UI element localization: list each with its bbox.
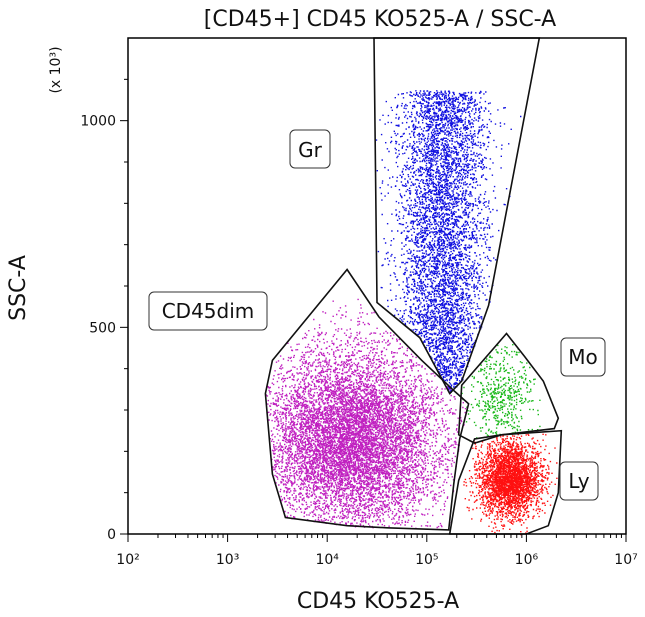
gate-ly[interactable] <box>448 429 563 535</box>
gate-label-cd45dim[interactable]: CD45dim <box>148 291 268 331</box>
y-axis-label: SSC-A <box>6 255 31 321</box>
gate-mo[interactable] <box>457 332 560 444</box>
x-tick-label: 10⁴ <box>315 552 339 568</box>
gate-label-text: Gr <box>298 138 322 162</box>
x-tick-label: 10² <box>116 552 139 568</box>
gate-gr[interactable] <box>373 37 541 395</box>
y-multiplier-label: (x 10³) <box>48 46 64 93</box>
gate-cd45dim[interactable] <box>264 268 470 531</box>
gate-label-box <box>148 291 268 331</box>
gate-label-text: Ly <box>568 469 589 493</box>
gate-label-mo[interactable]: Mo <box>560 337 606 377</box>
points-ly <box>463 433 558 536</box>
data-points <box>265 90 558 536</box>
axis-ticks: 10² 10³ 10⁴ 10⁵ 10⁶ 10⁷ 0 500 1000 <box>80 78 638 568</box>
x-axis-label: CD45 KO525-A <box>297 589 459 614</box>
y-tick-label: 500 <box>89 320 116 336</box>
gate-label-text: CD45dim <box>162 299 255 323</box>
gate-label-text: Mo <box>568 345 598 369</box>
gate-label-ly[interactable]: Ly <box>559 461 599 501</box>
gate-label-box <box>289 129 331 169</box>
chart-title: [CD45+] CD45 KO525-A / SSC-A <box>204 7 556 32</box>
y-tick-label: 1000 <box>80 114 116 130</box>
x-tick-label: 10³ <box>216 552 239 568</box>
points-mo <box>461 344 552 442</box>
x-tick-label: 10⁶ <box>515 552 539 568</box>
gate-label-box <box>560 337 606 377</box>
points-gr <box>375 90 522 393</box>
x-tick-label: 10⁷ <box>614 552 637 568</box>
points-cd45dim <box>265 298 467 529</box>
gate-label-box <box>559 461 599 501</box>
y-tick-label: 0 <box>107 527 116 543</box>
gate-label-gr[interactable]: Gr <box>289 129 331 169</box>
x-tick-label: 10⁵ <box>415 552 438 568</box>
